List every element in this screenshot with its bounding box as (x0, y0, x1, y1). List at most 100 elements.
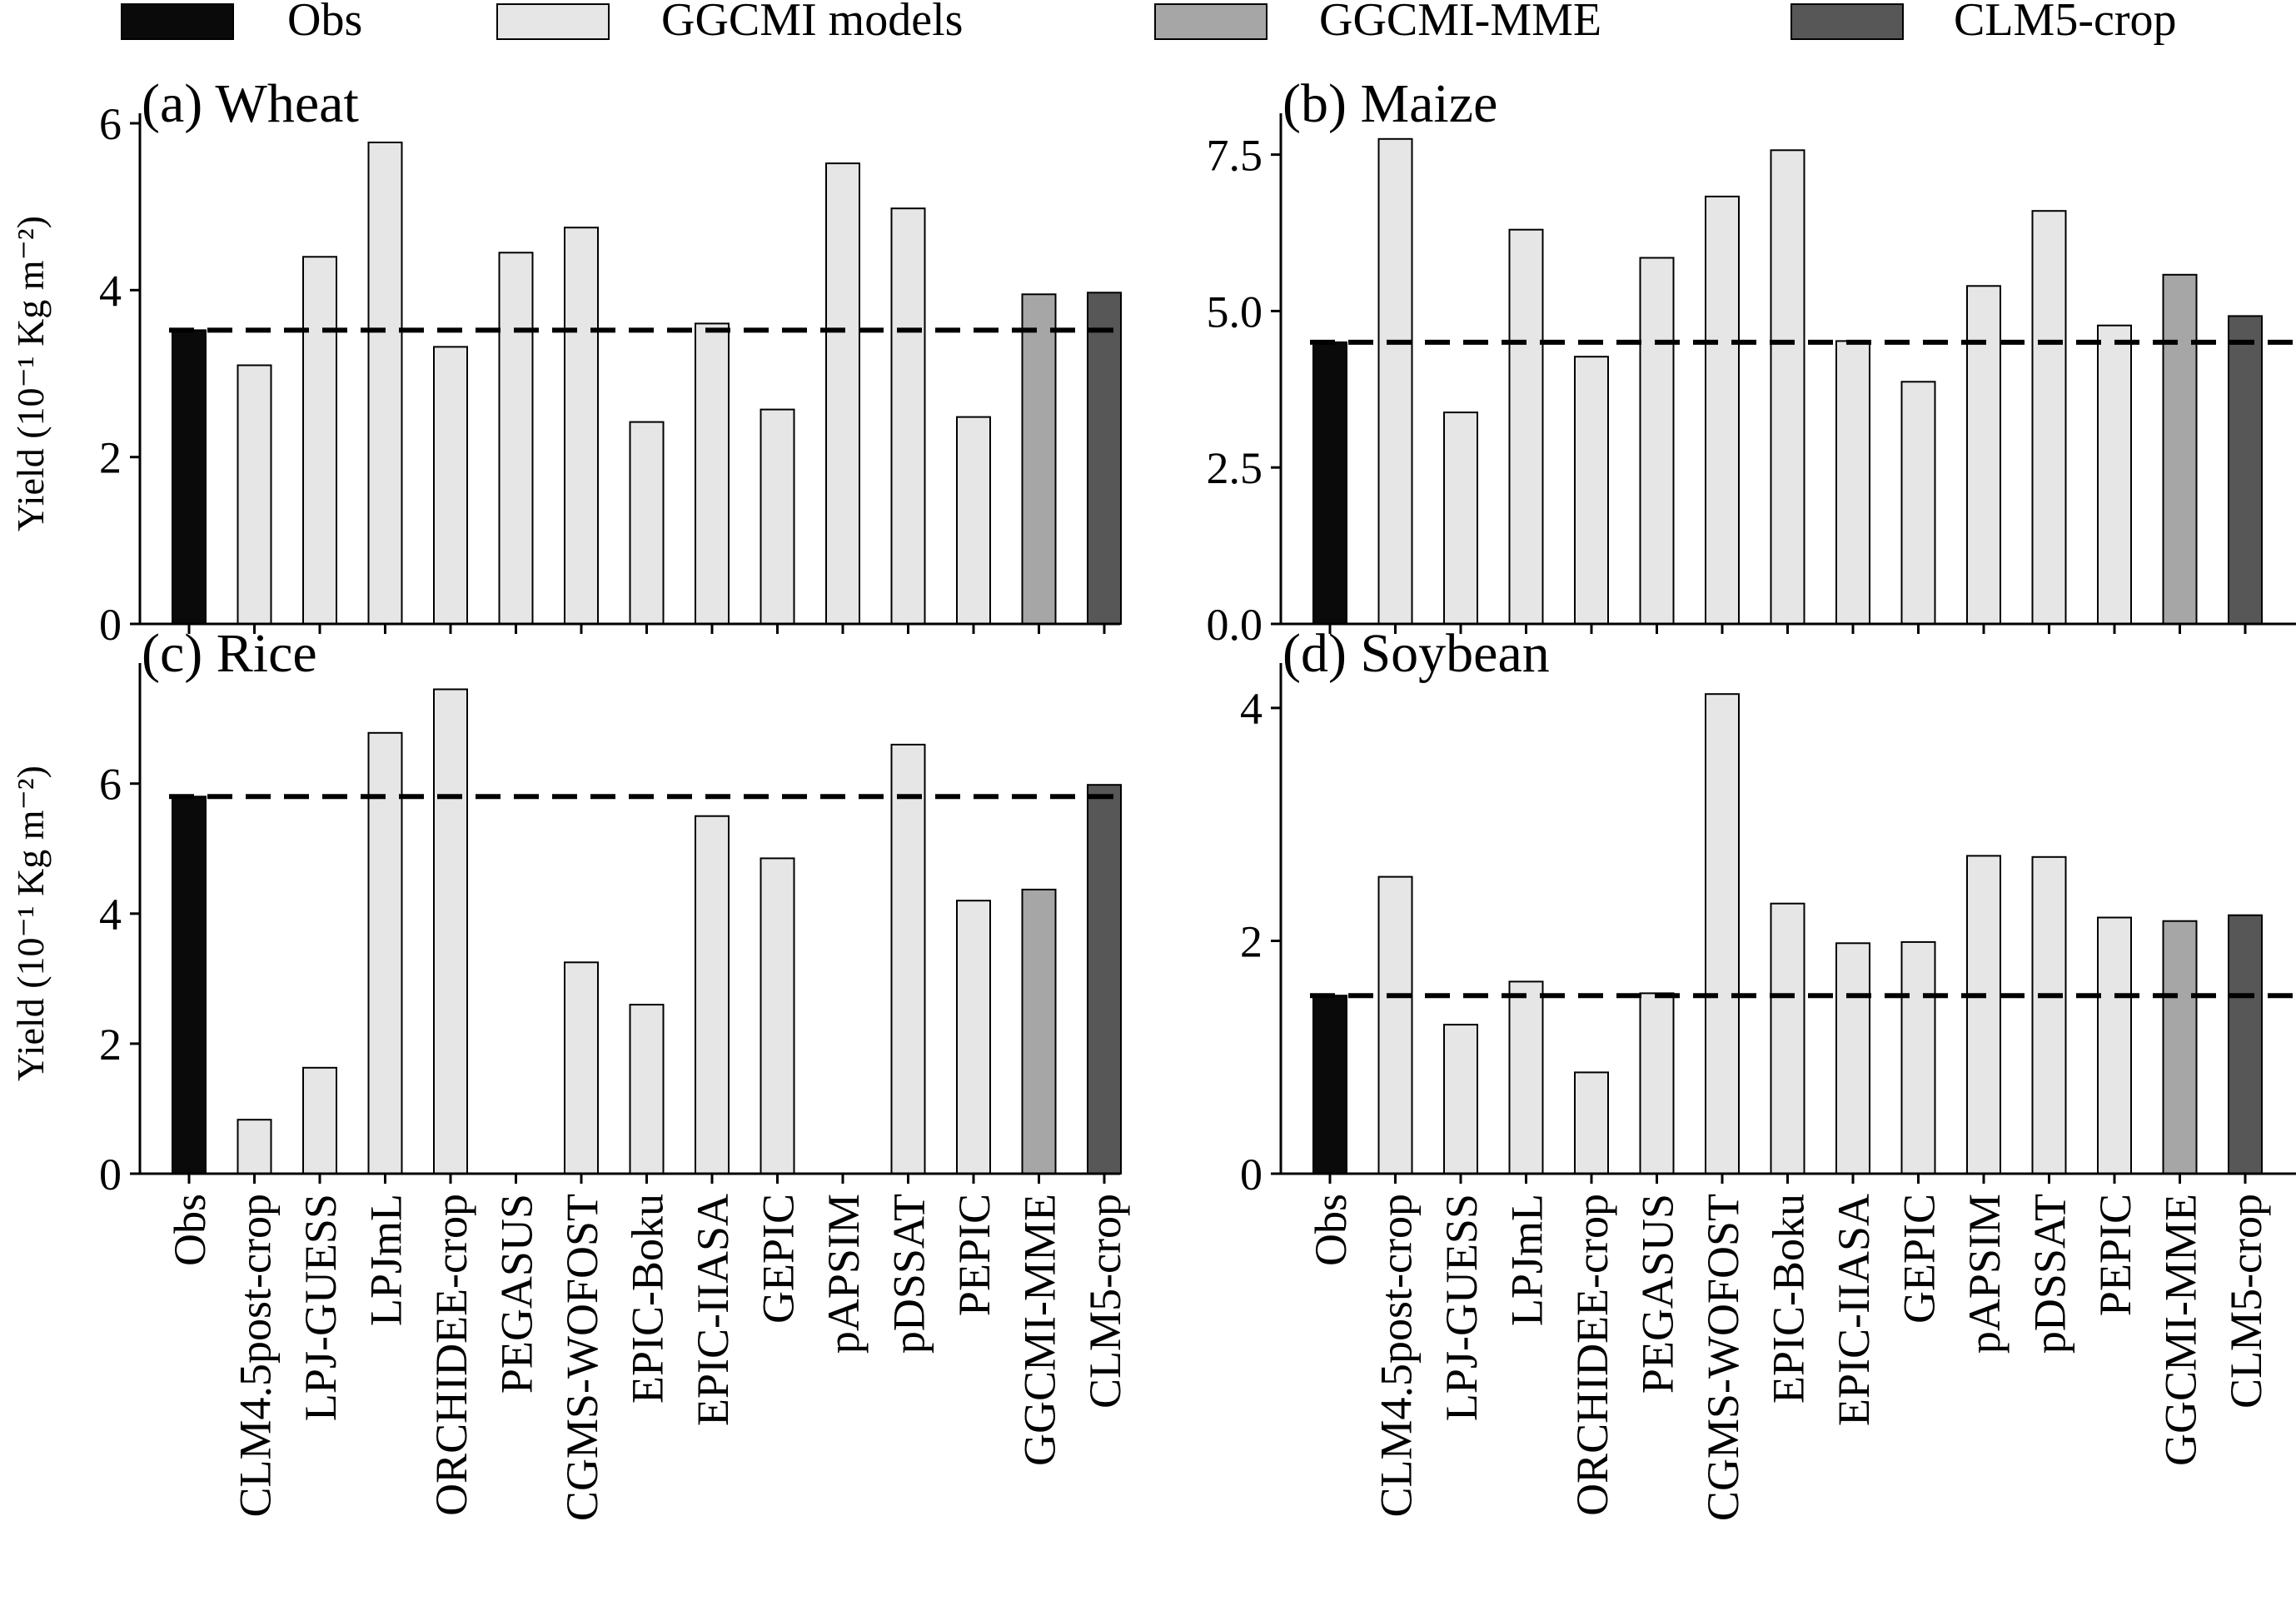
bar-clm5-crop (1087, 784, 1122, 1175)
bar-papsim (1966, 855, 2001, 1175)
bar-pepic (2097, 324, 2132, 625)
bar-ggcmi-mme (2162, 273, 2198, 625)
x-tick-label-lpjml: LPJmL (361, 1194, 411, 1326)
bar-lpj-guess (1443, 411, 1478, 625)
y-tick-label: 0 (99, 600, 122, 650)
panel-rice: 0 2 4 6 Obs CLM4.5post-crop LPJ-GUESS LPJmL ORCH… (9, 623, 1130, 1521)
legend-label-ggcmi-mme: GGCMI-MME (1319, 0, 1602, 46)
x-tick-label-gepic: GEPIC (1895, 1194, 1945, 1324)
y-tick-label: 0 (99, 1150, 122, 1200)
bar-lpj-guess (302, 1066, 337, 1175)
bar-pepic (956, 900, 991, 1175)
bar-pegasus (1639, 257, 1675, 625)
bar-papsim (1966, 285, 2001, 625)
x-tick-label-epic-iiasa: EPIC-IIASA (1829, 1194, 1879, 1426)
x-tick-label-pegasus: PEGASUS (1633, 1194, 1683, 1394)
x-tick-label-lpjml: LPJmL (1502, 1194, 1552, 1326)
bar-orchidee-crop (1574, 356, 1609, 625)
bar-gepic (1900, 940, 1936, 1175)
x-tick-label-pdssat: pDSSAT (2025, 1194, 2075, 1354)
bar-lpjml (1508, 980, 1544, 1175)
panel-title: (b) Maize (1282, 73, 1497, 134)
bar-cgms-wofost (1705, 195, 1740, 625)
panel-title: (c) Rice (142, 623, 317, 684)
bar-epic-boku (629, 1004, 665, 1175)
x-tick-label-ggcmi-mme: GGCMI-MME (1015, 1194, 1065, 1466)
bar-pdssat (890, 207, 926, 625)
bar-epic-boku (1770, 902, 1805, 1175)
legend-swatch-clm5-crop (1790, 3, 1904, 40)
x-tick-label-clm4-5post-crop: CLM4.5post-crop (1372, 1194, 1422, 1517)
bar-orchidee-crop (433, 346, 468, 625)
y-tick-label: 4 (1240, 684, 1263, 734)
x-tick-label-lpj-guess: LPJ-GUESS (1437, 1194, 1487, 1421)
bar-epic-iiasa (695, 322, 730, 625)
panel-title: (d) Soybean (1282, 623, 1550, 684)
bar-ggcmi-mme (1021, 888, 1057, 1175)
bar-ggcmi-mme (2162, 920, 2198, 1175)
y-tick-label: 2 (99, 1020, 122, 1070)
bar-cgms-wofost (564, 961, 599, 1175)
bar-pegasus (498, 252, 534, 625)
y-axis-label: Yield (10⁻¹ Kg m⁻²) (9, 766, 52, 1081)
y-tick-label: 4 (99, 266, 122, 316)
x-tick-label-obs: Obs (165, 1194, 215, 1266)
legend-swatch-ggcmi-mme (1154, 3, 1268, 40)
x-tick-label-pegasus: PEGASUS (492, 1194, 542, 1394)
panel-title: (a) Wheat (142, 73, 359, 134)
bar-pdssat (2031, 210, 2067, 625)
x-tick-label-clm5-crop: CLM5-crop (2221, 1194, 2271, 1409)
bar-pegasus (1639, 992, 1675, 1175)
x-tick-label-orchidee-crop: ORCHIDEE-crop (426, 1194, 476, 1516)
x-tick-label-papsim: pAPSIM (819, 1194, 869, 1354)
y-tick-label: 7.5 (1207, 131, 1263, 181)
legend-swatch-ggcmi-models (496, 3, 610, 40)
x-tick-label-clm4-5post-crop: CLM4.5post-crop (231, 1194, 281, 1517)
panel-soybean: 0 2 4 Obs CLM4.5post-crop LPJ-GUESS LPJmL ORCHI… (1240, 623, 2296, 1521)
legend-swatch-obs (121, 3, 234, 40)
panel-maize: 0.0 2.5 5.0 7.5 (b) Maize (1207, 73, 2296, 650)
x-tick-label-epic-boku: EPIC-Boku (623, 1194, 673, 1404)
panel-wheat: 0 2 4 6 (a) Wheat Yield (10⁻¹ Kg m⁻²) (9, 73, 1122, 650)
bar-gepic (760, 857, 795, 1175)
x-tick-label-cgms-wofost: CGMS-WOFOST (557, 1194, 607, 1521)
bar-clm5-crop (2228, 315, 2263, 625)
y-tick-label: 4 (99, 890, 122, 940)
bar-epic-iiasa (1835, 340, 1870, 625)
bar-lpj-guess (1443, 1024, 1478, 1175)
bar-orchidee-crop (433, 688, 468, 1175)
bar-epic-iiasa (1835, 942, 1870, 1175)
x-tick-label-epic-iiasa: EPIC-IIASA (688, 1194, 738, 1426)
y-tick-label: 5.0 (1207, 287, 1263, 337)
bar-epic-boku (629, 421, 665, 625)
y-axis-label: Yield (10⁻¹ Kg m⁻²) (9, 216, 52, 531)
x-tick-label-ggcmi-mme: GGCMI-MME (2156, 1194, 2206, 1466)
bar-clm4-5post-crop (1377, 137, 1413, 626)
bar-clm4-5post-crop (237, 1119, 272, 1175)
x-tick-label-pdssat: pDSSAT (884, 1194, 934, 1354)
y-tick-label: 6 (99, 760, 122, 810)
bar-epic-boku (1770, 149, 1805, 626)
bar-orchidee-crop (1574, 1071, 1609, 1175)
x-tick-label-epic-boku: EPIC-Boku (1764, 1194, 1814, 1404)
bar-clm5-crop (2228, 914, 2263, 1175)
x-tick-label-orchidee-crop: ORCHIDEE-crop (1567, 1194, 1617, 1516)
x-tick-label-cgms-wofost: CGMS-WOFOST (1698, 1194, 1748, 1521)
x-tick-label-pepic: PEPIC (949, 1194, 999, 1316)
y-tick-label: 2 (1240, 917, 1263, 967)
bar-lpj-guess (302, 256, 337, 625)
bar-lpjml (1508, 228, 1544, 625)
bar-lpjml (367, 142, 403, 625)
bar-obs (172, 796, 207, 1175)
bar-clm5-crop (1087, 292, 1122, 625)
y-tick-label: 6 (99, 99, 122, 149)
x-tick-label-papsim: pAPSIM (1960, 1194, 2010, 1354)
bar-pdssat (2031, 855, 2067, 1175)
y-tick-label: 0 (1240, 1150, 1263, 1200)
bar-pepic (956, 416, 991, 625)
bar-ggcmi-mme (1021, 293, 1057, 625)
bar-obs (1312, 341, 1347, 625)
x-tick-label-obs: Obs (1306, 1194, 1356, 1266)
bar-pdssat (890, 743, 926, 1175)
legend-label-obs: Obs (287, 0, 363, 46)
